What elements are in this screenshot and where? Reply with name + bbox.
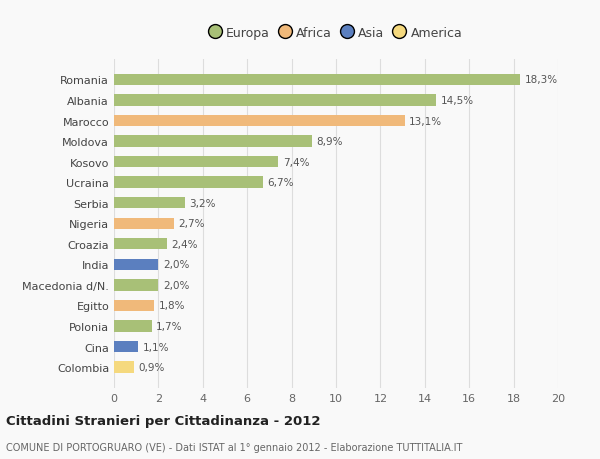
Text: 2,7%: 2,7% bbox=[178, 219, 205, 229]
Text: COMUNE DI PORTOGRUARO (VE) - Dati ISTAT al 1° gennaio 2012 - Elaborazione TUTTIT: COMUNE DI PORTOGRUARO (VE) - Dati ISTAT … bbox=[6, 442, 463, 452]
Bar bbox=[114, 341, 139, 353]
Bar bbox=[114, 136, 311, 147]
Text: 1,7%: 1,7% bbox=[156, 321, 182, 331]
Bar bbox=[114, 157, 278, 168]
Text: 1,8%: 1,8% bbox=[158, 301, 185, 311]
Bar bbox=[114, 300, 154, 311]
Text: 8,9%: 8,9% bbox=[316, 137, 343, 147]
Legend: Europa, Africa, Asia, America: Europa, Africa, Asia, America bbox=[209, 27, 463, 39]
Text: 2,0%: 2,0% bbox=[163, 260, 189, 270]
Text: 18,3%: 18,3% bbox=[525, 75, 558, 85]
Bar bbox=[114, 259, 158, 270]
Text: 7,4%: 7,4% bbox=[283, 157, 309, 167]
Text: Cittadini Stranieri per Cittadinanza - 2012: Cittadini Stranieri per Cittadinanza - 2… bbox=[6, 414, 320, 428]
Text: 14,5%: 14,5% bbox=[440, 96, 473, 106]
Bar bbox=[114, 177, 263, 188]
Bar bbox=[114, 321, 152, 332]
Text: 6,7%: 6,7% bbox=[267, 178, 293, 188]
Bar bbox=[114, 218, 174, 230]
Bar bbox=[114, 280, 158, 291]
Text: 2,4%: 2,4% bbox=[172, 239, 198, 249]
Bar bbox=[114, 95, 436, 106]
Text: 0,9%: 0,9% bbox=[139, 362, 165, 372]
Bar bbox=[114, 75, 520, 86]
Text: 3,2%: 3,2% bbox=[190, 198, 216, 208]
Bar bbox=[114, 116, 405, 127]
Text: 13,1%: 13,1% bbox=[409, 116, 442, 126]
Text: 1,1%: 1,1% bbox=[143, 342, 169, 352]
Bar bbox=[114, 362, 134, 373]
Text: 2,0%: 2,0% bbox=[163, 280, 189, 290]
Bar bbox=[114, 198, 185, 209]
Bar bbox=[114, 239, 167, 250]
